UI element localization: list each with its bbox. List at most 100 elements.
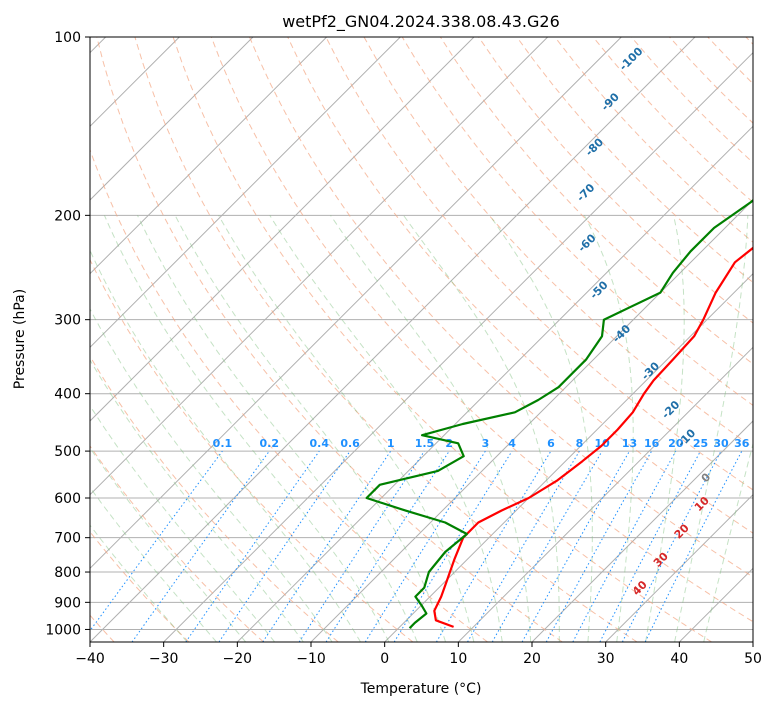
mixing-ratio-line (545, 450, 653, 642)
mixing-ratio-line (521, 450, 630, 642)
y-tick-label: 1000 (45, 622, 81, 638)
dry-adiabat-label: -40 (610, 322, 633, 345)
mixing-ratio-label: 20 (668, 437, 684, 450)
x-tick-label: −30 (149, 651, 179, 667)
mixing-ratio-label: 4 (508, 437, 516, 450)
mixing-ratio-line (185, 450, 320, 642)
dry-adiabat-line (90, 531, 190, 642)
mixing-ratio-label: 25 (693, 437, 708, 450)
dry-adiabat-line (707, 37, 753, 85)
mixing-ratio-line (218, 450, 351, 642)
mixing-ratio-line (467, 450, 580, 642)
mixing-ratio-label: 0.1 (213, 437, 233, 450)
x-tick-label: −40 (75, 651, 105, 667)
dry-adiabat-line (134, 37, 638, 642)
mixing-ratio-label: 13 (622, 437, 637, 450)
mixing-ratio-line (131, 450, 270, 642)
mixing-ratio-label: 0.6 (340, 437, 360, 450)
moist-adiabat-label: 0 (699, 470, 714, 485)
isotherm-line (384, 272, 753, 642)
dry-adiabat-line (669, 37, 753, 124)
moist-adiabat-line (103, 215, 390, 642)
isotherm-line (90, 37, 475, 422)
temperature-profile-line (433, 246, 753, 628)
mixing-ratio-label: 30 (713, 437, 729, 450)
dry-adiabat-line (96, 37, 563, 642)
dry-adiabat-line (90, 258, 414, 642)
dry-adiabat-label: -50 (587, 278, 610, 301)
mixing-ratio-line (599, 450, 701, 642)
x-tick-label: 40 (670, 651, 688, 667)
moist-adiabat-line (90, 358, 304, 642)
moist-adiabat-line (489, 215, 593, 642)
mixing-ratio-line (262, 450, 392, 642)
moist-adiabat-line (269, 215, 503, 642)
moist-adiabat-line (90, 524, 188, 642)
mixing-ratio-label: 0.4 (310, 437, 330, 450)
x-tick-label: 10 (449, 651, 467, 667)
mixing-ratio-label: 36 (734, 437, 750, 450)
dry-adiabat-label: -60 (575, 231, 598, 254)
isotherm-line (605, 493, 753, 642)
mixing-ratio-line (393, 450, 513, 642)
isotherm-line (457, 346, 753, 642)
isotherm-line (90, 37, 401, 349)
dry-adiabat-line (554, 37, 753, 243)
mixing-ratio-label: 16 (644, 437, 660, 450)
moist-adiabat-line (218, 215, 475, 642)
isotherm-line (90, 37, 622, 570)
dry-adiabat-line (90, 445, 264, 642)
mixing-ratio-line (90, 450, 223, 632)
x-tick-label: −20 (223, 651, 253, 667)
moist-adiabat-line (174, 215, 446, 642)
isotherm-line (90, 37, 549, 496)
dry-adiabat-line (745, 37, 753, 45)
mixing-ratio-label: 1 (387, 437, 395, 450)
moist-adiabat-line (703, 441, 753, 642)
dewpoint-profile-line (365, 198, 753, 629)
moist-adiabat-label: 40 (630, 578, 650, 598)
mixing-ratio-line (298, 450, 425, 642)
y-axis-label: Pressure (hPa) (12, 289, 28, 389)
mixing-ratio-label: 1.5 (415, 437, 435, 450)
y-tick-label: 600 (54, 491, 81, 507)
y-tick-label: 900 (54, 595, 81, 611)
moist-adiabat-line (583, 215, 634, 642)
moist-adiabat-line (90, 308, 333, 642)
dry-adiabat-line (172, 37, 712, 642)
dry-adiabat-label: -20 (659, 398, 682, 421)
y-tick-label: 500 (54, 444, 81, 460)
mixing-ratio-label: 6 (547, 437, 555, 450)
moist-adiabat-line (90, 404, 276, 642)
y-tick-label: 200 (54, 208, 81, 224)
mixing-ratio-label: 8 (576, 437, 584, 450)
isotherm-line (310, 199, 753, 642)
dry-adiabat-line (516, 37, 753, 284)
y-tick-label: 100 (54, 30, 81, 46)
x-tick-label: 20 (523, 651, 541, 667)
dry-adiabat-label: -70 (574, 181, 597, 204)
y-tick-label: 400 (54, 387, 81, 403)
isotherm-line (90, 37, 254, 201)
mixing-ratio-label: 0.2 (260, 437, 280, 450)
x-tick-label: 30 (597, 651, 615, 667)
chart-title: wetPf2_GN04.2024.338.08.43.G26 (282, 12, 560, 32)
dry-adiabat-label: -80 (583, 135, 606, 158)
y-tick-label: 700 (54, 531, 81, 547)
moist-adiabat-line (403, 215, 560, 642)
plot-frame (89, 36, 754, 643)
moist-adiabat-line (330, 215, 532, 642)
moist-adiabat-line (645, 215, 685, 642)
mixing-ratio-line (572, 450, 677, 642)
isotherm-line (90, 37, 328, 275)
isotherm-line (163, 51, 753, 642)
dry-adiabat-line (90, 355, 339, 642)
isotherm-line (531, 420, 753, 642)
moist-adiabat-line (674, 215, 749, 642)
isotherm-line (236, 125, 753, 642)
isotherm-line (752, 641, 753, 642)
x-tick-label: 0 (380, 651, 389, 667)
x-tick-label: −10 (296, 651, 326, 667)
